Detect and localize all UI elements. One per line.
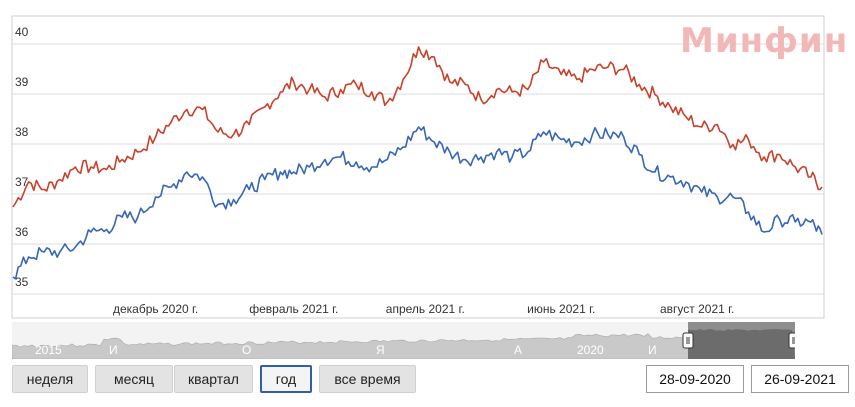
range-button-quarter[interactable]: квартал	[174, 365, 253, 393]
y-tick-label: 36	[15, 225, 29, 239]
date-to-input[interactable]: 26-09-2021	[751, 365, 849, 393]
y-tick-label: 38	[15, 125, 29, 139]
range-button-month[interactable]: месяц	[95, 365, 173, 393]
navigator-label: А	[514, 343, 522, 357]
range-button-week[interactable]: неделя	[12, 365, 88, 393]
range-button-all-time[interactable]: все время	[319, 365, 416, 393]
series-line-red	[12, 46, 823, 208]
series-lines	[12, 46, 823, 280]
navigator-left-handle[interactable]	[682, 332, 694, 349]
watermark-logo: Минфин	[680, 21, 848, 61]
navigator-right-handle[interactable]	[788, 332, 795, 349]
price-chart: 35 36 37 38 39 40 декабрь 2020 г. февраль 2021…	[11, 15, 848, 319]
navigator-area	[12, 333, 795, 359]
range-navigator[interactable]: 2015 И О Я А 2020 И	[12, 322, 795, 359]
x-tick-label: декабрь 2020 г.	[113, 302, 198, 316]
navigator-label: 2020	[577, 343, 604, 357]
x-axis-labels: декабрь 2020 г. февраль 2021 г. апрель 202…	[113, 302, 734, 316]
y-tick-label: 35	[15, 275, 29, 289]
date-from-input[interactable]: 28-09-2020	[646, 365, 744, 393]
x-tick-label: февраль 2021 г.	[249, 302, 338, 316]
x-tick-label: август 2021 г.	[660, 302, 734, 316]
navigator-labels: 2015 И О Я А 2020 И	[35, 343, 657, 357]
navigator-label: 2015	[35, 343, 62, 357]
y-tick-label: 37	[15, 175, 29, 189]
navigator-label: И	[648, 343, 657, 357]
navigator-label: Я	[376, 343, 385, 357]
x-tick-label: апрель 2021 г.	[386, 302, 465, 316]
navigator-area-selected	[688, 329, 795, 359]
y-tick-label: 40	[15, 25, 29, 39]
x-tick-label: июнь 2021 г.	[527, 302, 595, 316]
y-axis-labels: 35 36 37 38 39 40	[15, 25, 29, 289]
y-tick-label: 39	[15, 75, 29, 89]
plot-area	[11, 15, 825, 319]
range-button-year[interactable]: год	[260, 365, 312, 393]
navigator-label: И	[109, 343, 118, 357]
series-line-blue	[12, 126, 823, 280]
navigator-label: О	[242, 343, 251, 357]
